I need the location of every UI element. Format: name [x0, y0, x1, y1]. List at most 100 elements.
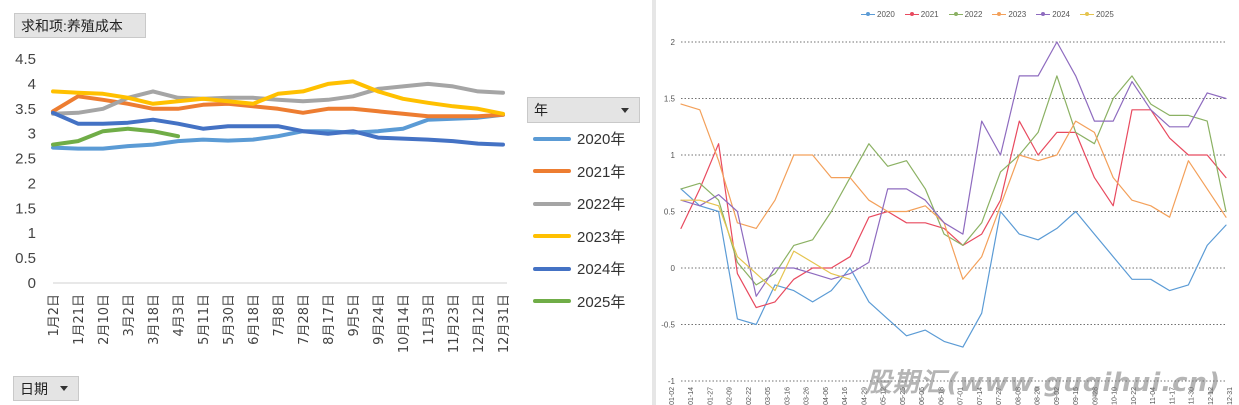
series-line-0 [51, 112, 505, 151]
x-tick-label: 3月2日 [122, 294, 137, 337]
x-tick-label: 08-08 [1015, 387, 1022, 405]
x-tick-label: 05-12 [881, 387, 888, 405]
series-line-4 [51, 110, 505, 147]
x-tick-label: 9月24日 [372, 294, 387, 345]
legend-swatch [533, 266, 571, 271]
legend-item: 2020 [861, 10, 895, 19]
legend-item: 2021 [904, 10, 939, 19]
value-field-button[interactable]: 求和项:养殖成本 [14, 13, 146, 38]
x-tick-label: 2月10日 [97, 294, 112, 345]
x-tick-label: 07-14 [977, 387, 984, 405]
legend-item: 2025年 [533, 291, 625, 312]
legend-label: 2024年 [577, 261, 626, 278]
x-tick-label: 09-02 [1054, 387, 1061, 405]
x-tick-label: 06-05 [919, 387, 926, 405]
legend-label: 2020 [877, 10, 895, 19]
x-tick-label: 12-12 [1208, 387, 1215, 405]
legend-label: 2024 [1052, 10, 1070, 19]
x-tick-label: 11-04 [1150, 387, 1157, 404]
y-tick-label: 1.5 [664, 95, 676, 104]
x-tick-label: 03-26 [804, 387, 811, 405]
x-tick-label: 01-02 [669, 387, 676, 405]
legend-swatch [533, 299, 571, 303]
x-tick-label: 01-27 [707, 387, 714, 405]
legend-marker-icon [948, 12, 963, 16]
x-tick-label: 5月30日 [222, 294, 237, 345]
legend-field-button[interactable]: 年 [527, 97, 640, 123]
series-line-4 [680, 41, 1227, 297]
y-tick-label: 3 [28, 126, 36, 143]
legend-item: 2021年 [533, 161, 625, 182]
y-tick-label: 2 [28, 175, 36, 192]
legend-label: 2020年 [577, 131, 626, 148]
legend-item: 2020年 [533, 128, 625, 149]
y-tick-label: 4.5 [15, 51, 36, 68]
x-tick-label: 8月17日 [322, 294, 337, 345]
series-line-2 [680, 75, 1227, 286]
series-line-3 [51, 79, 505, 116]
x-tick-label: 04-06 [823, 387, 830, 405]
y-tick-label: 4 [28, 76, 36, 93]
x-tick-label: 10月14日 [397, 294, 412, 353]
series-line-1 [680, 109, 1227, 309]
legend-marker-icon [1036, 12, 1051, 16]
legend-label: 2023 [1008, 10, 1027, 19]
legend-marker-icon [861, 12, 875, 16]
x-tick-label: 06-18 [938, 387, 945, 405]
legend-marker-icon [992, 12, 1007, 16]
legend-marker-icon [1079, 12, 1094, 16]
value-field-label: 求和项:养殖成本 [21, 17, 123, 34]
x-tick-label: 1月2日 [47, 294, 62, 337]
x-tick-label: 11月3日 [422, 294, 437, 345]
x-tick-label: 01-14 [688, 387, 695, 405]
y-tick-label: 1.5 [15, 200, 36, 217]
x-tick-label: 9月5日 [347, 294, 362, 337]
series-line-5 [680, 199, 851, 292]
legend-label: 2023年 [577, 228, 626, 246]
x-tick-label: 04-16 [842, 387, 849, 405]
x-tick-label: 09-15 [1073, 387, 1080, 405]
x-tick-label: 09-28 [1092, 387, 1099, 405]
y-tick-label: 0.5 [664, 208, 676, 217]
y-tick-label: -1 [668, 377, 676, 386]
x-tick-label: 05-25 [900, 387, 907, 405]
y-tick-label: 2 [671, 38, 676, 47]
legend-swatch [533, 234, 571, 238]
right-chart: 2020 2021 2022 2023 2024 2025 -1 -0.5 0 0.5 1 1.5 2… [656, 0, 1239, 405]
legend-item: 2024年 [533, 258, 625, 279]
x-tick-label: 04-29 [861, 387, 868, 405]
y-tick-label: -0.5 [661, 321, 675, 330]
legend-marker-icon [904, 12, 919, 16]
axis-field-label: 日期 [20, 380, 48, 397]
x-tick-label: 03-05 [765, 387, 772, 405]
legend-item: 2024 [1036, 10, 1070, 19]
panel-divider [652, 0, 656, 405]
x-tick-label: 02-09 [727, 387, 734, 405]
x-tick-label: 11-30 [1189, 387, 1196, 404]
x-tick-label: 07-27 [996, 387, 1003, 405]
x-tick-label: 12-31 [1227, 387, 1234, 405]
axis-field-button[interactable]: 日期 [13, 376, 79, 401]
left-plot: 0 0.5 1 1.5 2 2.5 3 3.5 4 4.5 1月2日 1月21日 2月10日 3月2日 3月… [15, 51, 512, 353]
legend-label: 2021年 [577, 163, 626, 181]
x-tick-label: 07-01 [958, 387, 965, 405]
legend-label: 2025 [1095, 10, 1114, 19]
legend-label: 2022年 [577, 196, 626, 213]
x-tick-label: 08-20 [1035, 387, 1042, 405]
legend-item: 2023年 [533, 226, 625, 247]
x-tick-label: 5月11日 [197, 294, 212, 345]
y-tick-label: 0 [671, 264, 676, 273]
series-line-5 [51, 126, 180, 147]
right-legend: 2020 2021 2022 2023 2024 2025 [861, 10, 1114, 19]
legend-label: 2021 [920, 10, 939, 19]
x-tick-label: 02-22 [746, 387, 753, 405]
x-tick-label: 03-16 [784, 387, 791, 405]
legend-item: 2022年 [533, 193, 625, 214]
dropdown-arrow-icon [621, 107, 629, 113]
x-tick-label: 3月18日 [147, 294, 162, 345]
x-tick-label: 12月12日 [472, 294, 487, 353]
legend-item: 2025 [1079, 10, 1114, 19]
x-tick-label: 11-17 [1169, 387, 1176, 404]
x-tick-label: 4月3日 [172, 294, 187, 337]
legend-label: 2022 [964, 10, 983, 19]
